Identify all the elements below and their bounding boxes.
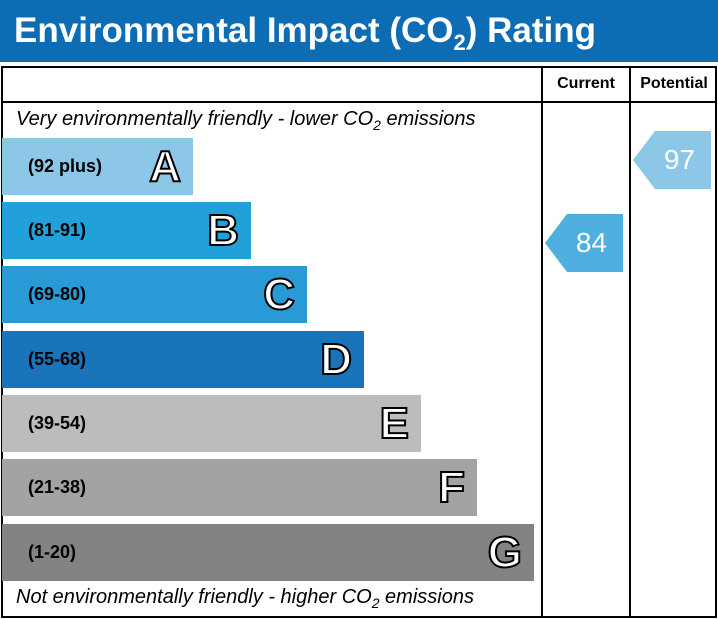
band-g: (1-20) G	[2, 524, 534, 581]
band-e: (39-54) E	[2, 395, 421, 452]
divider	[629, 66, 631, 618]
band-range: (39-54)	[28, 413, 87, 433]
current-header: Current	[557, 75, 615, 92]
divider	[1, 101, 717, 103]
band-range: (92 plus)	[28, 156, 103, 176]
band-range: (1-20)	[28, 542, 77, 562]
potential-rating-value: 97	[663, 144, 695, 175]
band-letter: B	[206, 205, 240, 256]
divider	[541, 66, 543, 618]
band-letter: A	[148, 141, 182, 192]
band-letter: F	[437, 462, 466, 513]
band-letter: E	[379, 398, 410, 449]
band-f: (21-38) F	[2, 459, 477, 516]
band-letter: G	[487, 527, 523, 578]
current-rating-value: 84	[575, 227, 607, 258]
band-b: (81-91) B	[2, 202, 251, 259]
potential-header: Potential	[640, 75, 708, 92]
band-a: (92 plus) A	[2, 138, 193, 195]
bottom-note: Not environmentally friendly - higher CO…	[16, 586, 474, 611]
chart-title: Environmental Impact (CO2) Rating	[0, 0, 718, 62]
band-d: (55-68) D	[2, 331, 364, 388]
band-range: (81-91)	[28, 220, 87, 240]
top-note: Very environmentally friendly - lower CO…	[16, 108, 476, 133]
band-range: (55-68)	[28, 349, 87, 369]
potential-rating-arrow: 97	[633, 131, 711, 189]
band-range: (69-80)	[28, 284, 87, 304]
band-letter: C	[262, 269, 296, 320]
band-range: (21-38)	[28, 477, 87, 497]
band-c: (69-80) C	[2, 266, 307, 323]
band-letter: D	[319, 334, 353, 385]
